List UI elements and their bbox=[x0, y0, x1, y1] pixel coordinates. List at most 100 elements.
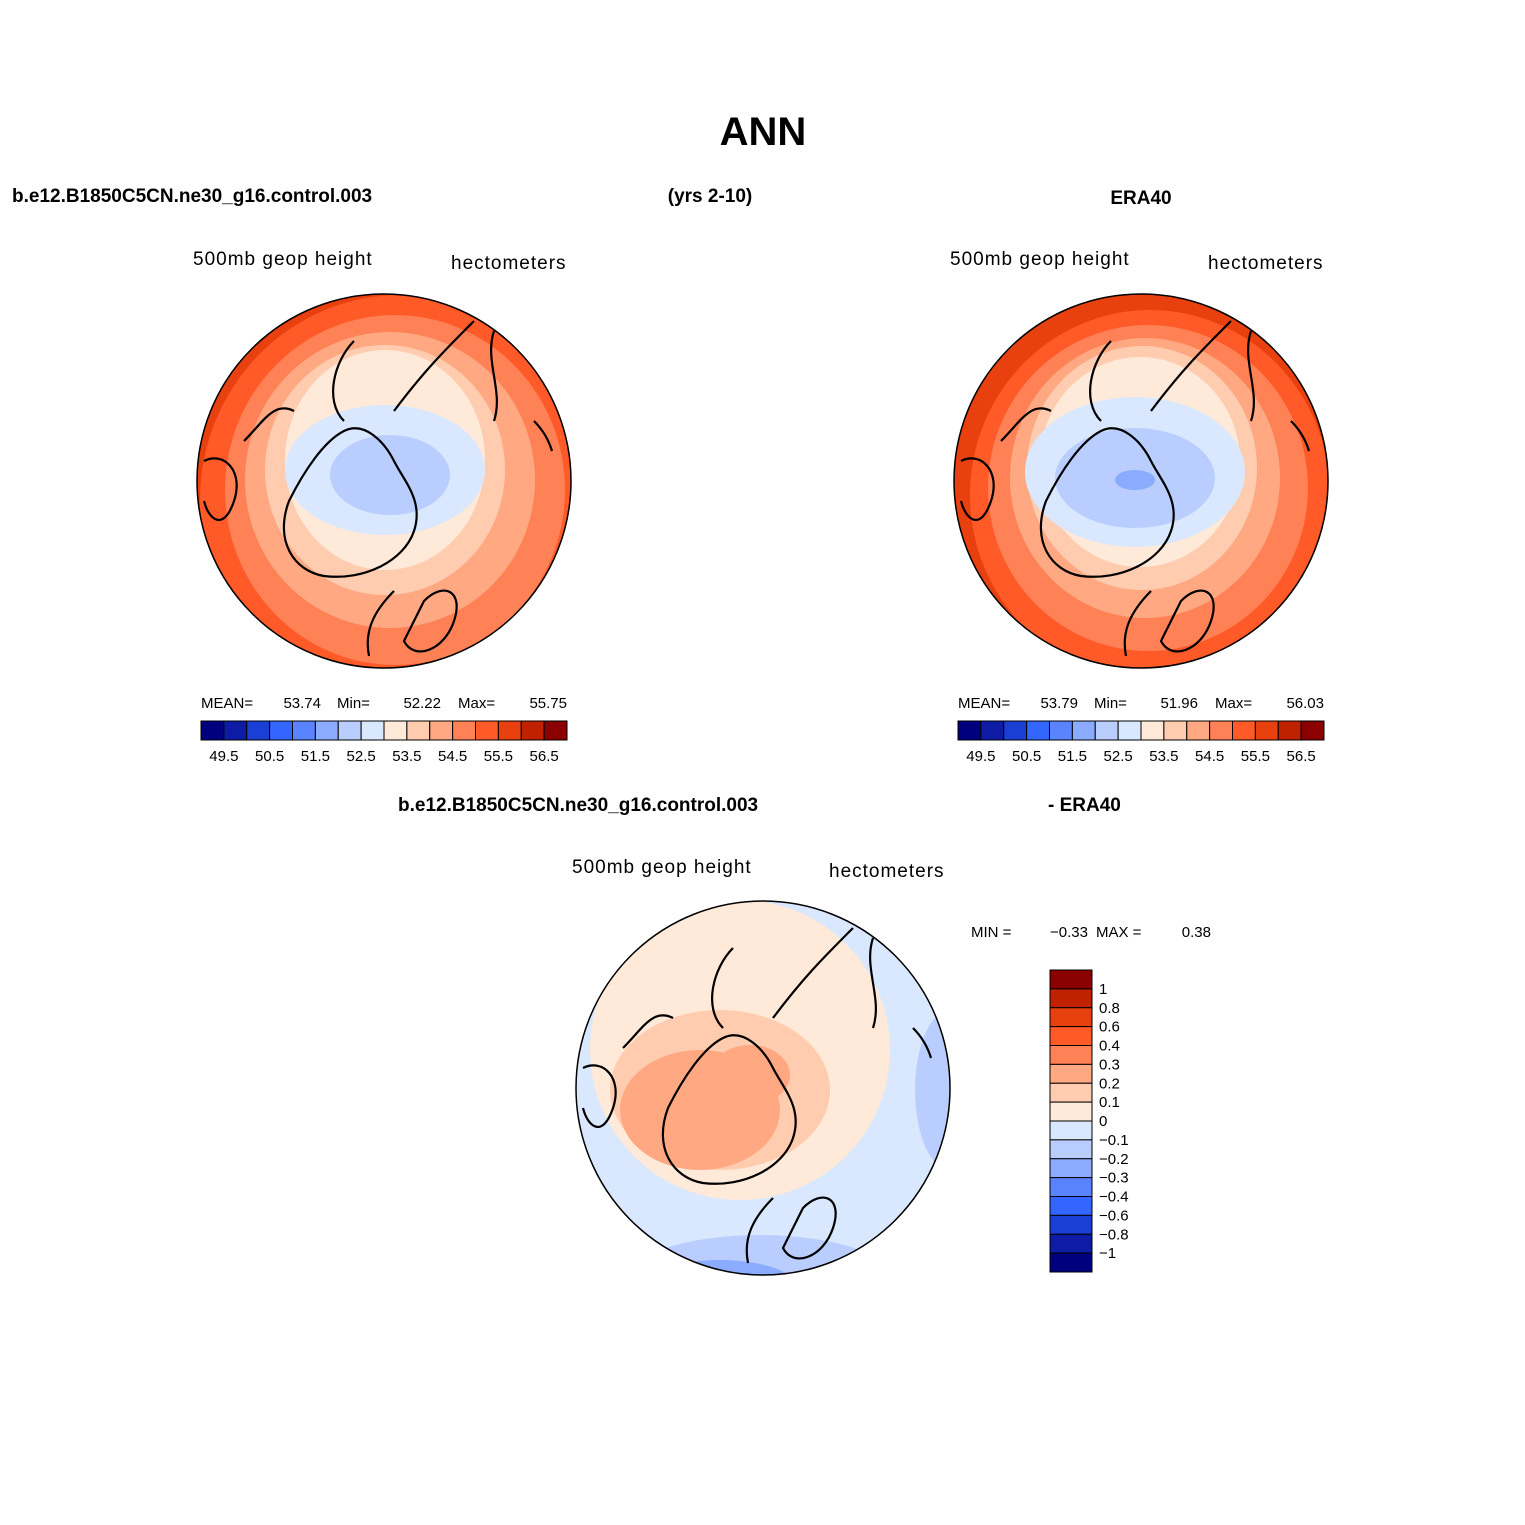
colorbar-label: −0.2 bbox=[1099, 1151, 1129, 1168]
colorbar-box bbox=[980, 720, 1005, 741]
colorbar-box bbox=[1049, 1120, 1093, 1141]
map bbox=[197, 294, 571, 668]
colorbar-box bbox=[1209, 720, 1233, 741]
colorbar-box bbox=[1026, 720, 1050, 741]
colorbar-label: 51.5 bbox=[301, 748, 330, 765]
min-label: Min= bbox=[1094, 695, 1127, 712]
map-panel: 500mb geop height hectometers MEAN= 53.7… bbox=[193, 249, 572, 765]
colorbar-label: −0.3 bbox=[1099, 1170, 1129, 1187]
colorbar-box bbox=[1049, 1007, 1093, 1028]
colorbar-box bbox=[1049, 969, 1093, 990]
colorbar-label: 52.5 bbox=[1104, 748, 1133, 765]
units: hectometers bbox=[451, 253, 567, 274]
max: 55.75 bbox=[529, 695, 567, 712]
colorbar-box bbox=[429, 720, 454, 741]
min: −0.33 bbox=[1050, 924, 1088, 941]
colorbar-box bbox=[1300, 720, 1325, 741]
colorbar-box bbox=[1277, 720, 1302, 741]
colorbar-label: 54.5 bbox=[438, 748, 467, 765]
colorbar-box bbox=[475, 720, 499, 741]
colorbar-label: 50.5 bbox=[1012, 748, 1041, 765]
colorbar-label: 49.5 bbox=[209, 748, 238, 765]
figure-title: ANN bbox=[720, 110, 807, 154]
colorbar-box bbox=[1186, 720, 1211, 741]
mean-label: MEAN= bbox=[201, 695, 253, 712]
colorbar-box bbox=[1049, 1101, 1093, 1122]
min-label: Min= bbox=[337, 695, 370, 712]
colorbar-box bbox=[1003, 720, 1028, 741]
colorbar-box bbox=[223, 720, 248, 741]
colorbar-box bbox=[1094, 720, 1119, 741]
colorbar-label: −1 bbox=[1099, 1245, 1116, 1262]
reference-name: - ERA40 bbox=[1048, 795, 1121, 816]
colorbar: 49.5 50.5 51.5 52.5 53.5 54.5 55.5 56.5 bbox=[200, 720, 568, 765]
colorbar-box bbox=[360, 720, 385, 741]
colorbar-box bbox=[1049, 1026, 1093, 1046]
colorbar-box bbox=[1049, 1082, 1093, 1103]
colorbar-label: −0.4 bbox=[1099, 1189, 1129, 1206]
colorbar-label: 0.2 bbox=[1099, 1075, 1120, 1092]
colorbar-label: 49.5 bbox=[966, 748, 995, 765]
colorbar-box bbox=[406, 720, 431, 741]
colorbar-box bbox=[292, 720, 316, 741]
colorbar-box bbox=[1049, 1252, 1093, 1273]
colorbar-label: 51.5 bbox=[1058, 748, 1087, 765]
min: 52.22 bbox=[403, 695, 441, 712]
colorbar-label: 0 bbox=[1099, 1113, 1107, 1130]
difference-panel: b.e12.B1850C5CN.ne30_g16.control.003 - E… bbox=[398, 795, 1211, 1276]
colorbar-label: 55.5 bbox=[1241, 748, 1270, 765]
colorbar-label: 0.6 bbox=[1099, 1019, 1120, 1036]
min: 51.96 bbox=[1160, 695, 1198, 712]
colorbar-label: 0.3 bbox=[1099, 1056, 1120, 1073]
colorbar-box bbox=[1049, 1063, 1093, 1084]
units: hectometers bbox=[829, 861, 945, 882]
colorbar-box bbox=[1071, 720, 1096, 741]
colorbar-label: 1 bbox=[1099, 981, 1107, 998]
colorbar-box bbox=[1254, 720, 1279, 741]
colorbar-box bbox=[383, 720, 408, 741]
colorbar-box bbox=[543, 720, 568, 741]
min-label: MIN = bbox=[971, 924, 1012, 941]
variable: 500mb geop height bbox=[950, 249, 1130, 270]
colorbar: 1 0.8 0.6 0.40.3 0.2 0.1 0 −0.1 −0.2 −0.3 −0.4−0.6… bbox=[1049, 969, 1129, 1273]
colorbar-box bbox=[246, 720, 271, 741]
map bbox=[954, 294, 1328, 668]
map-panel: 500mb geop height hectometers MEAN= 53.7… bbox=[950, 249, 1329, 765]
colorbar-label: 56.5 bbox=[1287, 748, 1316, 765]
reference-name: ERA40 bbox=[1110, 188, 1171, 209]
colorbar-label: −0.8 bbox=[1099, 1226, 1129, 1243]
mean-label: MEAN= bbox=[958, 695, 1010, 712]
colorbar-box bbox=[269, 720, 293, 741]
colorbar-label: 53.5 bbox=[1149, 748, 1178, 765]
years: (yrs 2-10) bbox=[668, 186, 753, 207]
colorbar-box bbox=[1049, 720, 1073, 741]
colorbar-label: 50.5 bbox=[255, 748, 284, 765]
colorbar-box bbox=[1049, 1158, 1093, 1179]
colorbar-label: 0.1 bbox=[1099, 1094, 1120, 1111]
colorbar-box bbox=[1049, 988, 1093, 1009]
colorbar-box bbox=[1049, 1214, 1093, 1235]
mean: 53.79 bbox=[1040, 695, 1078, 712]
colorbar-box bbox=[337, 720, 362, 741]
max: 0.38 bbox=[1182, 924, 1211, 941]
map bbox=[576, 901, 950, 1275]
colorbar-box bbox=[1117, 720, 1142, 741]
colorbar-box bbox=[1140, 720, 1165, 741]
case-name: b.e12.B1850C5CN.ne30_g16.control.003 bbox=[12, 186, 372, 207]
colorbar-box bbox=[452, 720, 476, 741]
variable: 500mb geop height bbox=[572, 857, 752, 878]
colorbar-label: 0.4 bbox=[1099, 1038, 1120, 1055]
colorbar-box bbox=[1049, 1139, 1093, 1160]
colorbar-box bbox=[520, 720, 545, 741]
colorbar: 49.5 50.5 51.5 52.5 53.5 54.5 55.5 56.5 bbox=[957, 720, 1325, 765]
variable: 500mb geop height bbox=[193, 249, 373, 270]
max-label: MAX = bbox=[1096, 924, 1142, 941]
colorbar-box bbox=[314, 720, 339, 741]
colorbar-label: −0.1 bbox=[1099, 1132, 1129, 1149]
colorbar-label: 53.5 bbox=[392, 748, 421, 765]
max: 56.03 bbox=[1286, 695, 1324, 712]
max-label: Max= bbox=[1215, 695, 1252, 712]
colorbar-box bbox=[957, 720, 982, 741]
colorbar-label: −0.6 bbox=[1099, 1207, 1129, 1224]
